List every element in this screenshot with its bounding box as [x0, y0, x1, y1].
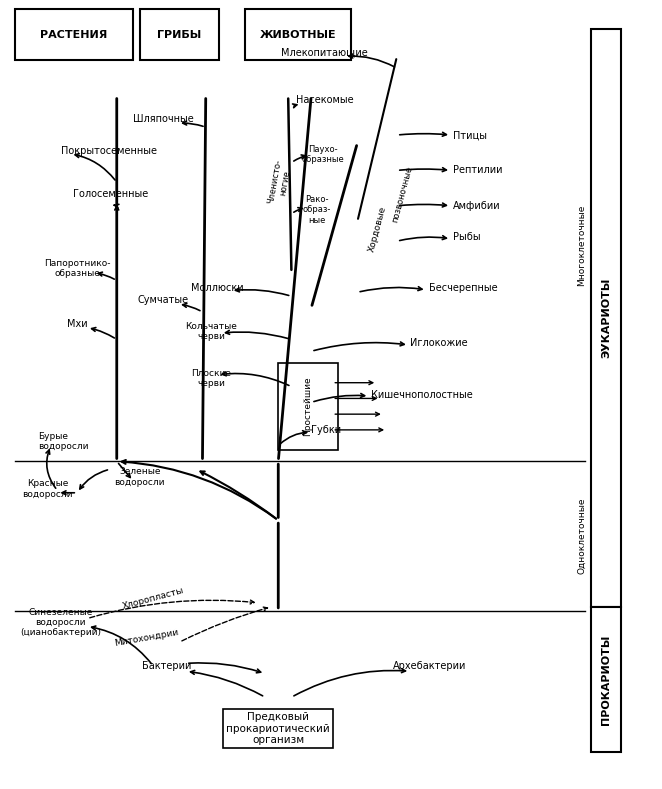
Text: РАСТЕНИЯ: РАСТЕНИЯ: [40, 30, 107, 40]
Text: Рептилии: Рептилии: [453, 166, 502, 175]
Text: Сумчатые: Сумчатые: [137, 295, 189, 305]
Text: Синезеленые
водоросли
(цианобактерии): Синезеленые водоросли (цианобактерии): [21, 608, 101, 638]
Text: ЭУКАРИОТЫ: ЭУКАРИОТЫ: [601, 278, 611, 358]
Text: Бурые
водоросли: Бурые водоросли: [38, 432, 88, 451]
Text: Одноклеточные: Одноклеточные: [577, 498, 586, 574]
Text: Бактерии: Бактерии: [142, 660, 191, 671]
Text: Шляпочные: Шляпочные: [132, 114, 193, 125]
FancyBboxPatch shape: [140, 9, 219, 60]
Text: Мхи: Мхи: [67, 319, 87, 329]
Text: Красные
водоросли: Красные водоросли: [23, 479, 73, 499]
FancyBboxPatch shape: [278, 363, 338, 450]
FancyBboxPatch shape: [246, 9, 351, 60]
Text: Зеленые
водоросли: Зеленые водоросли: [115, 467, 165, 487]
Text: Хордовые: Хордовые: [367, 205, 388, 253]
Text: Насекомые: Насекомые: [296, 95, 354, 105]
Text: ЖИВОТНЫЕ: ЖИВОТНЫЕ: [260, 30, 336, 40]
Text: ГРИБЫ: ГРИБЫ: [158, 30, 201, 40]
Text: Архебактерии: Архебактерии: [393, 660, 467, 671]
Text: Млекопитающие: Млекопитающие: [281, 47, 368, 58]
Text: Кишечнополостные: Кишечнополостные: [371, 390, 472, 399]
Text: Амфибии: Амфибии: [453, 201, 500, 211]
Text: Рыбы: Рыбы: [453, 232, 481, 242]
Text: Птицы: Птицы: [453, 130, 487, 140]
Text: Папоротнико-
образные: Папоротнико- образные: [44, 259, 111, 279]
Text: ПРОКАРИОТЫ: ПРОКАРИОТЫ: [601, 634, 611, 724]
Text: Голосеменные: Голосеменные: [73, 189, 148, 199]
Text: Иглокожие: Иглокожие: [410, 338, 468, 349]
Text: Плоские
черви: Плоские черви: [191, 369, 231, 388]
Text: Многоклеточные: Многоклеточные: [577, 204, 586, 286]
Text: Паухо-
образные: Паухо- образные: [302, 145, 344, 164]
Text: Митохондрии: Митохондрии: [114, 628, 179, 649]
Text: Простейшие: Простейшие: [303, 376, 312, 436]
Text: Губки: Губки: [311, 425, 342, 435]
Text: позвоночные: позвоночные: [391, 165, 414, 223]
Text: Кольчатые
черви: Кольчатые черви: [185, 322, 237, 342]
Text: Рако-
образ-
ные: Рако- образ- ные: [303, 195, 331, 225]
Text: Членисто-
ногие: Членисто- ногие: [267, 159, 294, 206]
Text: Моллюски: Моллюски: [191, 283, 244, 294]
Text: Бесчерепные: Бесчерепные: [428, 283, 497, 294]
Text: Предковый
прокариотический
организм: Предковый прокариотический организм: [226, 712, 330, 746]
FancyBboxPatch shape: [15, 9, 133, 60]
FancyBboxPatch shape: [591, 607, 621, 752]
Text: Покрытосеменные: Покрытосеменные: [61, 146, 157, 155]
Text: Хлоропласты: Хлоропласты: [121, 586, 185, 611]
FancyBboxPatch shape: [591, 29, 621, 607]
